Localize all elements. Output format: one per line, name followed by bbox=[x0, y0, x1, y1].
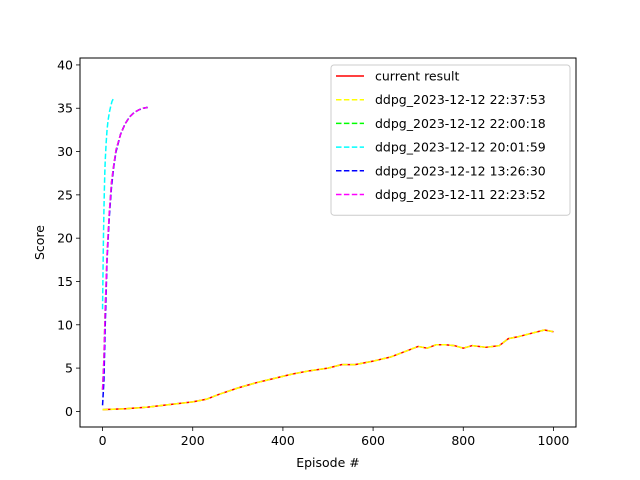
x-tick-label-4: 800 bbox=[451, 433, 475, 448]
y-tick-label-5: 25 bbox=[57, 187, 73, 202]
legend-label-1: ddpg_2023-12-12 22:37:53 bbox=[375, 92, 546, 107]
x-tick-label-1: 200 bbox=[181, 433, 205, 448]
series-line-5 bbox=[101, 106, 148, 390]
y-tick-label-7: 35 bbox=[57, 101, 73, 116]
y-tick-label-3: 15 bbox=[57, 274, 73, 289]
legend-label-4: ddpg_2023-12-12 13:26:30 bbox=[375, 163, 546, 178]
y-tick-label-6: 30 bbox=[57, 144, 73, 159]
y-tick-label-8: 40 bbox=[57, 57, 73, 72]
ticks-layer: 0 200 400 600 800 1000 0 5 10 15 20 25 30 35 40 bbox=[57, 57, 569, 448]
x-axis-title: Episode # bbox=[296, 455, 360, 470]
legend-label-2: ddpg_2023-12-12 22:00:18 bbox=[375, 116, 546, 131]
y-tick-label-4: 20 bbox=[57, 231, 73, 246]
y-axis-title: Score bbox=[32, 225, 47, 260]
legend-label-0: current result bbox=[375, 69, 460, 84]
x-tick-label-5: 1000 bbox=[538, 433, 570, 448]
x-tick-label-0: 0 bbox=[99, 433, 107, 448]
legend: current result ddpg_2023-12-12 22:37:53 dd… bbox=[330, 64, 571, 216]
y-tick-label-2: 10 bbox=[57, 317, 73, 332]
y-tick-label-1: 5 bbox=[65, 361, 73, 376]
x-tick-label-3: 600 bbox=[361, 433, 385, 448]
series-line-1 bbox=[102, 329, 554, 411]
x-tick-label-2: 400 bbox=[271, 433, 295, 448]
series-line-3 bbox=[101, 97, 115, 310]
y-tick-label-0: 0 bbox=[65, 404, 73, 419]
legend-label-5: ddpg_2023-12-11 22:23:52 bbox=[375, 187, 546, 202]
plot-frame bbox=[79, 57, 577, 428]
series-layer bbox=[101, 97, 554, 411]
legend-label-3: ddpg_2023-12-12 20:01:59 bbox=[375, 140, 546, 155]
legend-box bbox=[330, 64, 571, 216]
